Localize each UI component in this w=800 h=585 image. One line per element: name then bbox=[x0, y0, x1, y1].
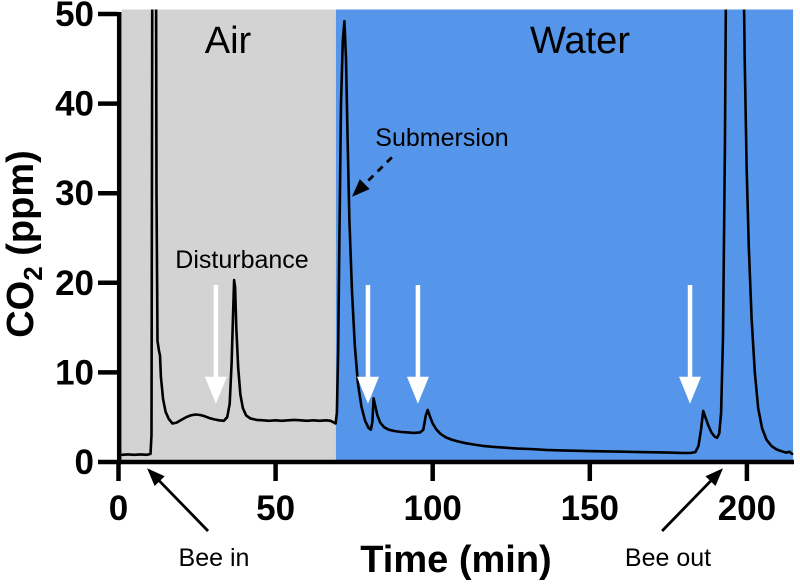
water-event-arrow-2-head bbox=[406, 376, 429, 404]
y-axis-title-subscript: 2 bbox=[18, 266, 48, 280]
x-axis-title: Time (min) bbox=[360, 539, 551, 581]
bee-out-event-arrow bbox=[679, 285, 702, 404]
co2-trace-line bbox=[121, 9, 794, 457]
water-event-arrow-1-head bbox=[356, 376, 379, 404]
x-tick-label: 50 bbox=[256, 489, 295, 528]
y-tick-label: 10 bbox=[55, 353, 94, 392]
bee-in-arrow-head bbox=[147, 468, 165, 487]
x-tick-label: 200 bbox=[718, 489, 776, 528]
y-tick-label: 20 bbox=[55, 264, 94, 303]
y-tick-label: 30 bbox=[55, 174, 94, 213]
bee-in-label: Bee in bbox=[179, 544, 250, 572]
y-tick-label: 40 bbox=[55, 85, 94, 124]
annotation-arrows bbox=[147, 156, 724, 532]
bee-out-label: Bee out bbox=[625, 544, 711, 572]
bee-out-arrow-head bbox=[705, 468, 724, 487]
water-event-arrow-1 bbox=[356, 285, 379, 404]
bee-out-event-arrow-head bbox=[679, 376, 702, 404]
disturbance-arrow-head bbox=[204, 376, 227, 404]
y-axis-title-units: (ppm) bbox=[0, 150, 42, 266]
x-tick-label: 150 bbox=[561, 489, 619, 528]
submersion-arrow bbox=[351, 156, 393, 197]
bee-in-arrow-shaft bbox=[155, 477, 210, 532]
submersion-arrow-head bbox=[351, 179, 370, 197]
disturbance-arrow bbox=[204, 285, 227, 404]
water-region-label: Water bbox=[530, 20, 630, 62]
y-axis-title-main: CO bbox=[0, 281, 42, 338]
x-tick-label: 100 bbox=[403, 489, 461, 528]
water-event-arrow-2 bbox=[406, 285, 429, 404]
bee-out-arrow-shaft bbox=[661, 477, 715, 532]
bee-out-arrow bbox=[661, 468, 724, 532]
y-tick-label: 50 bbox=[55, 0, 94, 34]
axes bbox=[116, 12, 794, 465]
co2-trace bbox=[121, 9, 794, 457]
bee-in-arrow bbox=[147, 468, 210, 532]
submersion-label: Submersion bbox=[375, 124, 508, 152]
axis-ticks: 0 50 100 150 200 0 10 20 30 40 50 bbox=[55, 0, 776, 528]
disturbance-label: Disturbance bbox=[175, 246, 308, 274]
x-tick-label: 0 bbox=[109, 489, 128, 528]
y-axis-title: CO2 (ppm) bbox=[0, 150, 48, 338]
air-region-label: Air bbox=[205, 20, 252, 62]
y-tick-label: 0 bbox=[75, 443, 94, 482]
region-air-phase bbox=[121, 9, 336, 462]
